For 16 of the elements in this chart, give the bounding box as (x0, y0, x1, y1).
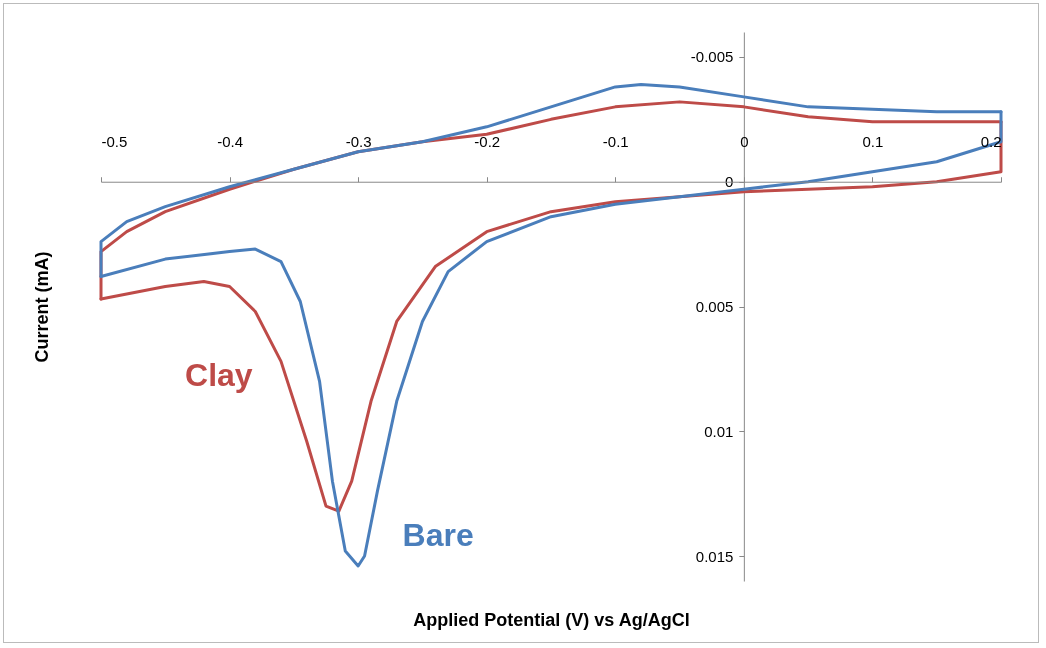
x-tick-label: -0.2 (474, 133, 501, 151)
x-tick-label: -0.5 (101, 133, 128, 151)
x-tick-label: 0 (740, 133, 749, 151)
y-tick-label: 0.01 (704, 422, 734, 440)
x-tick-label: 0.1 (862, 133, 884, 151)
x-tick-label: -0.3 (345, 133, 372, 151)
y-tick-label: 0.015 (695, 547, 734, 565)
series-label: Bare (402, 517, 474, 554)
series-label: Clay (185, 357, 253, 394)
y-tick-label: -0.005 (690, 48, 734, 66)
x-tick-label: -0.4 (217, 133, 243, 151)
x-axis-title: Applied Potential (V) vs Ag/AgCl (413, 609, 690, 630)
y-tick-label: 0 (725, 173, 734, 191)
y-axis-title: Current (mA) (31, 251, 52, 363)
y-tick-label: 0.005 (695, 298, 734, 315)
x-tick-label: -0.1 (602, 133, 629, 151)
